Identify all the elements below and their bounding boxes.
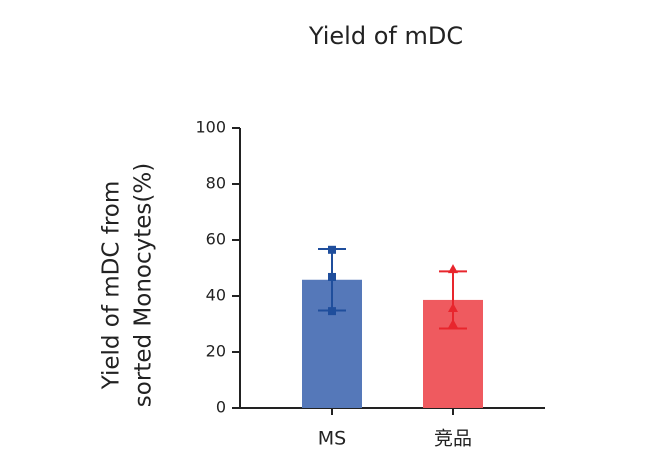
x-tick-label: MS [318,428,346,450]
chart-title: Yield of mDC [308,22,463,50]
data-point [328,307,336,316]
y-tick-label: 60 [206,230,226,249]
data-point [328,245,336,254]
data-point [448,303,458,313]
data-point [448,319,458,328]
y-label-line: sorted Monocytes(%) [131,163,157,407]
y-tick-label: 0 [216,398,226,417]
y-tick-label: 80 [206,174,226,193]
y-tick-label: 100 [195,118,226,137]
y-axis-label: Yield of mDC from sorted Monocytes(%) [99,163,157,407]
data-point [448,264,458,274]
y-label-line: Yield of mDC from [99,181,125,391]
y-tick-label: 40 [206,286,226,305]
x-tick-label: 竞品 [434,428,472,450]
data-point [328,272,336,281]
y-tick-label: 20 [206,342,226,361]
